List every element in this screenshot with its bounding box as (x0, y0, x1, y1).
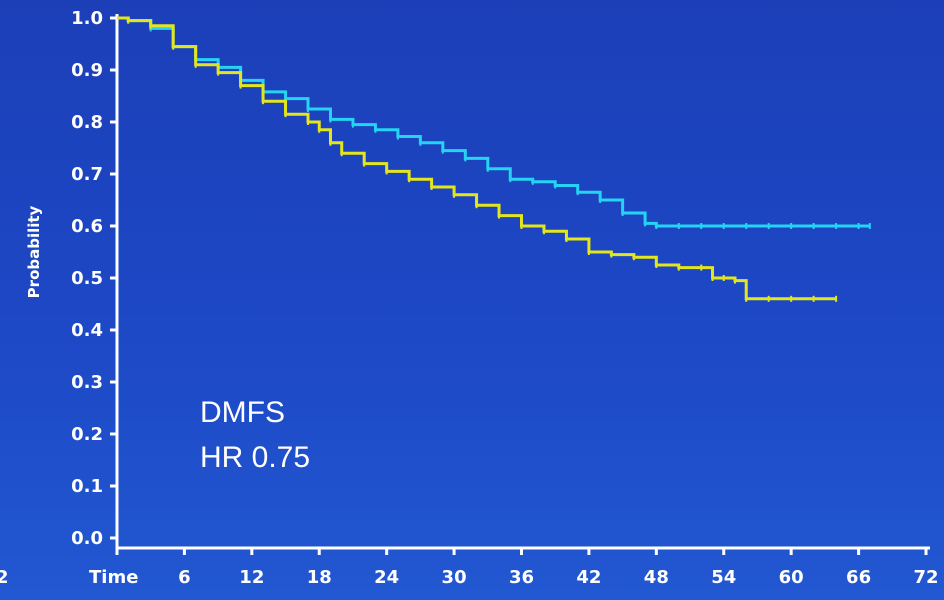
edge-label: 2 (0, 567, 9, 588)
y-tick-label: 0.5 (71, 268, 103, 289)
x-tick-label: 12 (239, 567, 264, 588)
x-tick-label: 72 (913, 567, 938, 588)
x-tick-label: 30 (442, 567, 467, 588)
annotation-line-1: DMFS (200, 396, 285, 429)
y-tick-label: 0.1 (71, 476, 103, 497)
y-tick-label: 0.7 (71, 164, 103, 185)
y-tick-label: 1.0 (71, 8, 103, 29)
y-tick-label: 0.8 (71, 112, 103, 133)
y-tick-label: 0.3 (71, 372, 103, 393)
y-tick-label: 0.4 (71, 320, 103, 341)
annotation-line-2: HR 0.75 (200, 441, 310, 474)
x-tick-label: 60 (779, 567, 804, 588)
x-ticks: 6 12 18 24 30 36 42 48 54 60 66 72 (117, 548, 939, 588)
x-tick-label: 24 (374, 567, 399, 588)
x-tick-label: 48 (644, 567, 669, 588)
y-tick-label: 0.9 (71, 60, 103, 81)
y-axis-title: Probability (25, 205, 43, 298)
x-tick-label: 18 (307, 567, 332, 588)
y-tick-label: 0.2 (71, 424, 103, 445)
y-ticks: 0.0 0.1 0.2 0.3 0.4 0.5 0.6 0.7 0.8 0.9 1.0 (71, 8, 117, 549)
x-axis-title: Time (89, 567, 138, 588)
x-tick-label: 66 (846, 567, 871, 588)
x-tick-label: 54 (711, 567, 736, 588)
x-tick-label: 6 (178, 567, 191, 588)
y-tick-label: 0.0 (71, 528, 103, 549)
series-line-1 (117, 18, 870, 226)
y-tick-label: 0.6 (71, 216, 103, 237)
series-group (117, 18, 870, 302)
x-tick-label: 42 (576, 567, 601, 588)
x-tick-label: 36 (509, 567, 534, 588)
